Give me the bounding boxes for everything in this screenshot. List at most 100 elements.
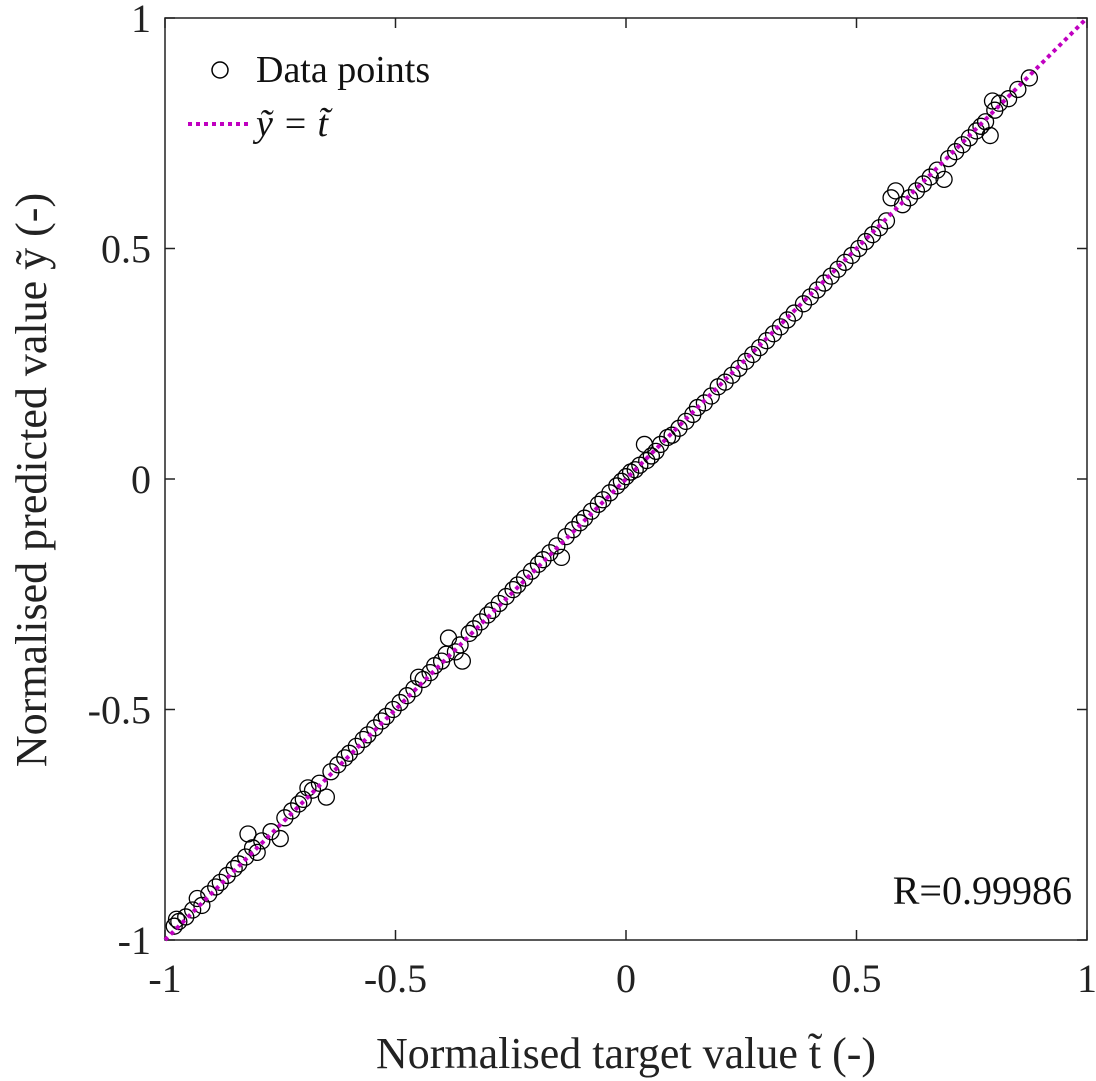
y-tick-label: 0 (131, 457, 151, 502)
x-tick-label: 0 (616, 956, 636, 1001)
data-point (808, 281, 826, 299)
data-point (716, 373, 734, 391)
data-point (200, 885, 218, 903)
data-point (317, 788, 336, 806)
data-point (642, 447, 661, 465)
data-point (262, 823, 280, 841)
data-point (359, 726, 377, 744)
data-point (877, 212, 896, 230)
data-point (794, 295, 813, 313)
data-point (863, 226, 882, 244)
data-point (552, 548, 571, 567)
data-point (638, 451, 656, 470)
data-point (589, 495, 607, 514)
data-point (815, 274, 833, 292)
data-point (771, 318, 790, 336)
data-point (405, 680, 423, 698)
legend-label-data-points: Data points (256, 49, 430, 91)
scatter-series (165, 69, 1039, 935)
y-tick-label: 0.5 (101, 227, 151, 272)
data-point (658, 428, 677, 447)
data-point (548, 537, 566, 555)
data-point (340, 744, 359, 762)
data-point (757, 332, 776, 350)
y-tick-label: -1 (118, 918, 151, 963)
data-point (384, 700, 402, 719)
data-point (702, 387, 720, 405)
data-point (785, 304, 803, 322)
data-point (230, 855, 248, 873)
data-point (621, 463, 640, 481)
data-point (509, 576, 527, 594)
data-point (310, 774, 329, 792)
data-point (829, 260, 847, 278)
data-point (744, 345, 762, 364)
x-tick-label: -1 (148, 956, 181, 1001)
data-point (522, 562, 541, 580)
data-point (329, 756, 347, 774)
data-point (870, 219, 889, 237)
x-axis-label: Normalised target value t̃ (-) (376, 1029, 876, 1078)
data-point (575, 509, 594, 527)
data-point (225, 859, 243, 878)
data-point (946, 143, 965, 161)
data-point (990, 94, 1009, 112)
data-point (571, 514, 589, 532)
data-point (857, 232, 875, 251)
data-point (237, 848, 255, 866)
data-point (564, 521, 582, 539)
data-point (248, 843, 266, 862)
data-point (366, 719, 384, 737)
data-point (850, 239, 868, 258)
data-point (290, 795, 308, 813)
data-point (981, 126, 999, 145)
identity-line (163, 16, 1089, 942)
data-point (529, 555, 548, 573)
legend: Data points ỹ = t̃ (188, 49, 430, 145)
data-point (515, 569, 534, 587)
data-point (460, 624, 478, 643)
data-point (677, 412, 695, 431)
data-point (414, 670, 432, 689)
data-point (764, 325, 783, 343)
y-tick-label: 1 (131, 0, 151, 41)
data-point (843, 246, 861, 265)
data-point (465, 620, 483, 638)
data-point (907, 182, 926, 200)
data-point (608, 477, 626, 495)
data-point (914, 175, 932, 193)
data-point (184, 901, 202, 919)
data-point (999, 90, 1018, 108)
axis-ticks (164, 17, 1088, 941)
data-point (801, 288, 820, 306)
r-annotation: R=0.99986 (893, 868, 1072, 913)
data-point (276, 809, 294, 827)
data-point (663, 426, 681, 444)
data-point (479, 606, 497, 624)
data-point (730, 359, 748, 378)
y-tick-label: -0.5 (88, 688, 151, 733)
data-point (253, 832, 271, 850)
data-point (322, 763, 340, 781)
data-point (239, 825, 257, 843)
data-point (972, 117, 990, 135)
data-point (294, 790, 312, 809)
data-point (347, 737, 365, 756)
data-point (935, 170, 953, 189)
data-point (887, 182, 905, 200)
x-tick-label: 0.5 (832, 956, 882, 1001)
data-point (822, 267, 840, 285)
data-point (541, 544, 559, 562)
y-axis-label: Normalised predicted value ỹ (-) (7, 193, 56, 767)
data-point (336, 749, 354, 767)
data-point (751, 338, 769, 357)
data-point (960, 129, 979, 147)
data-point (1009, 80, 1027, 99)
data-point (165, 917, 183, 935)
data-point (921, 168, 939, 186)
data-point (534, 551, 552, 569)
data-point (504, 580, 522, 599)
data-point (303, 781, 322, 799)
data-point (472, 613, 490, 631)
